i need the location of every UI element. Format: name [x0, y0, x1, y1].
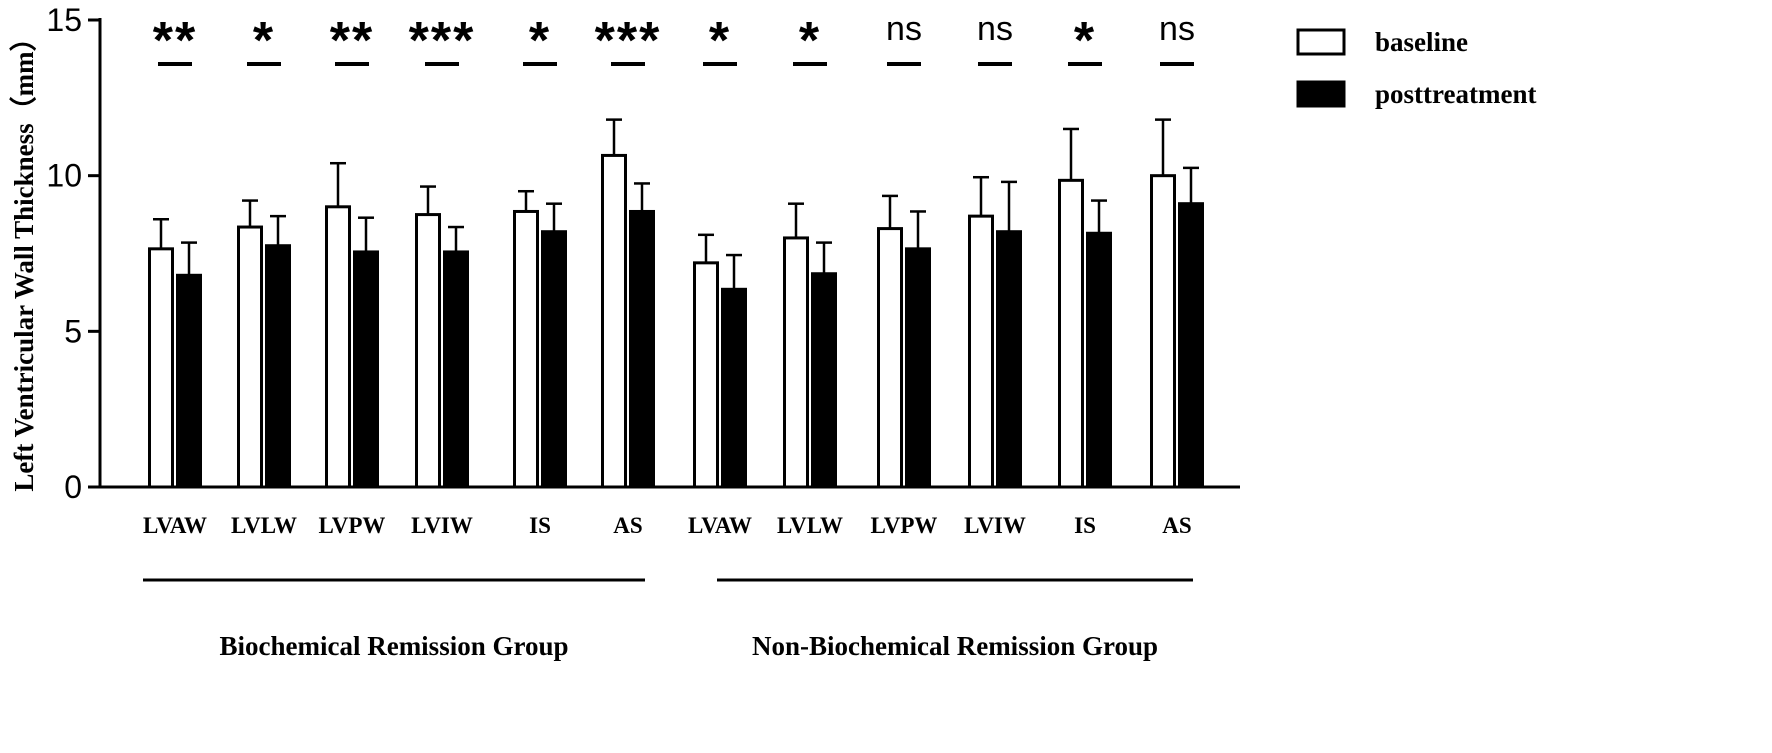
bar-posttreatment: [811, 272, 837, 489]
bar-baseline: [325, 205, 351, 489]
category-label: LVIW: [964, 513, 1026, 538]
bar-baseline: [783, 236, 809, 489]
bar-posttreatment: [353, 250, 379, 489]
bar-posttreatment: [176, 273, 202, 489]
significance-label: *: [529, 12, 551, 70]
bar-baseline: [968, 214, 994, 489]
category-label: LVAW: [143, 513, 207, 538]
significance-label: **: [153, 12, 197, 70]
bar-baseline: [877, 227, 903, 489]
bar-posttreatment: [1086, 231, 1112, 489]
bar-baseline: [513, 209, 539, 489]
bar-baseline: [148, 247, 174, 489]
category-label: LVAW: [688, 513, 752, 538]
bar-baseline: [1150, 174, 1176, 489]
y-tick-label: 0: [64, 469, 82, 505]
group-label: Biochemical Remission Group: [219, 631, 568, 661]
category-label: LVPW: [319, 513, 386, 538]
category-label: LVLW: [231, 513, 297, 538]
category-label: AS: [1162, 513, 1191, 538]
bar-posttreatment: [443, 250, 469, 489]
bar-posttreatment: [265, 244, 291, 489]
bar-baseline: [693, 261, 719, 489]
bar-baseline: [1058, 178, 1084, 489]
legend-label: posttreatment: [1375, 79, 1536, 109]
significance-label: *: [253, 12, 275, 70]
legend-swatch-baseline: [1296, 28, 1346, 56]
significance-label: *: [709, 12, 731, 70]
bar-posttreatment: [629, 209, 655, 489]
bar-posttreatment: [996, 230, 1022, 489]
bar-posttreatment: [541, 230, 567, 489]
category-label: LVLW: [777, 513, 843, 538]
significance-label: *: [1074, 12, 1096, 70]
significance-label: *: [799, 12, 821, 70]
y-tick-label: 5: [64, 313, 82, 349]
legend-swatch-posttreatment: [1296, 80, 1346, 108]
bar-baseline: [237, 225, 263, 489]
bar-posttreatment: [721, 287, 747, 489]
significance-label: ns: [1159, 10, 1195, 48]
significance-label: **: [330, 12, 374, 70]
category-label: LVPW: [871, 513, 938, 538]
y-tick-label: 15: [46, 2, 82, 38]
bar-baseline: [415, 213, 441, 489]
significance-label: ns: [977, 10, 1013, 48]
bar-baseline: [601, 153, 627, 489]
category-label: AS: [613, 513, 642, 538]
category-label: IS: [1074, 513, 1096, 538]
category-label: IS: [529, 513, 551, 538]
y-axis-title: Left Ventricular Wall Thickness（mm）: [9, 24, 39, 491]
significance-label: ***: [409, 12, 476, 70]
bar-posttreatment: [905, 247, 931, 489]
bar-posttreatment: [1178, 202, 1204, 489]
y-tick-label: 10: [46, 158, 82, 194]
significance-label: ***: [595, 12, 662, 70]
significance-label: ns: [886, 10, 922, 48]
category-label: LVIW: [411, 513, 473, 538]
legend-label: baseline: [1375, 27, 1468, 57]
group-label: Non-Biochemical Remission Group: [752, 631, 1158, 661]
